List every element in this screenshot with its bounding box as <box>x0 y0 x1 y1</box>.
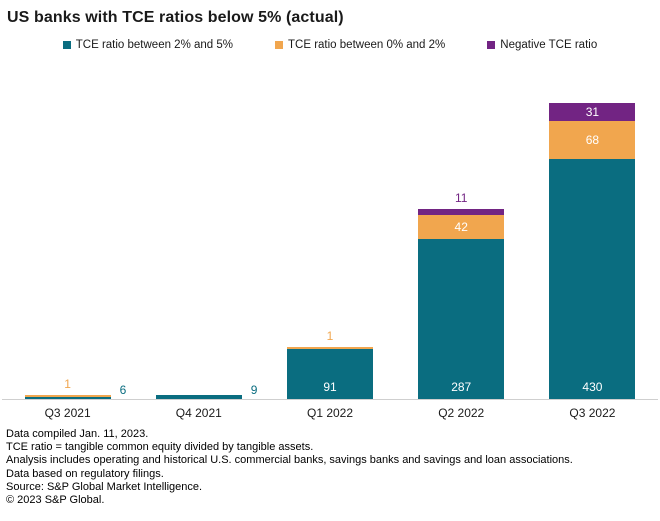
bar-q3-2022: 31 68 430 <box>549 103 636 400</box>
value-label: 1 <box>64 377 71 392</box>
footnotes: Data compiled Jan. 11, 2023. TCE ratio =… <box>6 428 573 507</box>
x-axis-label-q3-2021: Q3 2021 <box>44 406 91 420</box>
footnote-line: TCE ratio = tangible common equity divid… <box>6 441 314 454</box>
bar-segment-q3-2022: 31 <box>549 103 636 121</box>
bar-q2-2022: 42 287 <box>418 209 505 400</box>
legend: TCE ratio between 2% and 5% TCE ratio be… <box>0 39 660 51</box>
legend-label: TCE ratio between 2% and 5% <box>75 39 234 51</box>
value-label: 91 <box>323 380 337 394</box>
value-label: 11 <box>454 191 468 206</box>
footnote-line: Analysis includes operating and historic… <box>6 454 573 467</box>
footnote-line: Data based on regulatory filings. <box>6 467 164 480</box>
chart-title: US banks with TCE ratios below 5% (actua… <box>7 9 344 26</box>
legend-label: Negative TCE ratio <box>500 39 598 51</box>
legend-swatch-purple-icon <box>487 41 496 49</box>
footnote-line: Source: S&P Global Market Intelligence. <box>6 480 203 493</box>
bar-column-q2-2022: 42 287 11 <box>396 70 527 400</box>
value-label: 68 <box>585 132 600 147</box>
bar-segment-q3-2021 <box>24 395 111 397</box>
x-axis-line <box>2 399 658 400</box>
x-axis-label-q4-2021: Q4 2021 <box>175 406 222 420</box>
bar-segment-q2-2022 <box>418 209 505 216</box>
x-axis-labels: Q3 2021 Q4 2021 Q1 2022 Q2 2022 Q3 2022 <box>2 406 658 420</box>
bar-segment-q4-2021 <box>155 394 242 400</box>
legend-swatch-teal-icon <box>62 41 71 49</box>
value-label: 430 <box>582 380 603 394</box>
value-label: 6 <box>119 383 127 397</box>
bar-segment-q2-2022: 42 <box>418 215 505 239</box>
value-label: 1 <box>326 329 334 344</box>
x-axis-label-q1-2022: Q1 2022 <box>306 406 354 420</box>
bar-column-q3-2022: 31 68 430 <box>527 70 658 400</box>
x-axis-label-q2-2022: Q2 2022 <box>438 406 485 420</box>
legend-item-2-5: TCE ratio between 2% and 5% <box>62 39 234 51</box>
bar-segment-q1-2022 <box>287 348 373 400</box>
bar-q1-2022: 91 <box>287 347 373 400</box>
footnote-line: Data compiled Jan. 11, 2023. <box>6 428 149 440</box>
value-label: 31 <box>585 104 600 119</box>
bar-segment-q3-2021 <box>24 396 111 400</box>
bar-column-q1-2022: 91 1 <box>264 70 395 400</box>
legend-swatch-orange-icon <box>275 41 284 49</box>
legend-item-negative: Negative TCE ratio <box>487 39 597 51</box>
bar-segment-q3-2022 <box>549 158 636 400</box>
footnote-line: © 2023 S&P Global. <box>6 494 105 507</box>
bar-segment-q1-2022 <box>287 347 373 349</box>
bar-segment-q2-2022 <box>418 239 505 400</box>
bar-q4-2021 <box>155 394 242 400</box>
bar-segment-q3-2022: 68 <box>549 120 636 159</box>
legend-item-0-2: TCE ratio between 0% and 2% <box>275 39 445 51</box>
legend-label: TCE ratio between 0% and 2% <box>288 39 446 51</box>
value-label: 9 <box>250 383 258 397</box>
plot-area: 6 1 9 91 1 42 287 11 31 68 430 <box>2 70 658 400</box>
x-axis-label-q3-2022: Q3 2022 <box>569 406 616 420</box>
value-label: 42 <box>454 220 468 235</box>
bar-column-q4-2021: 9 <box>133 70 264 400</box>
bar-q3-2021 <box>24 395 111 400</box>
value-label: 287 <box>451 380 472 394</box>
